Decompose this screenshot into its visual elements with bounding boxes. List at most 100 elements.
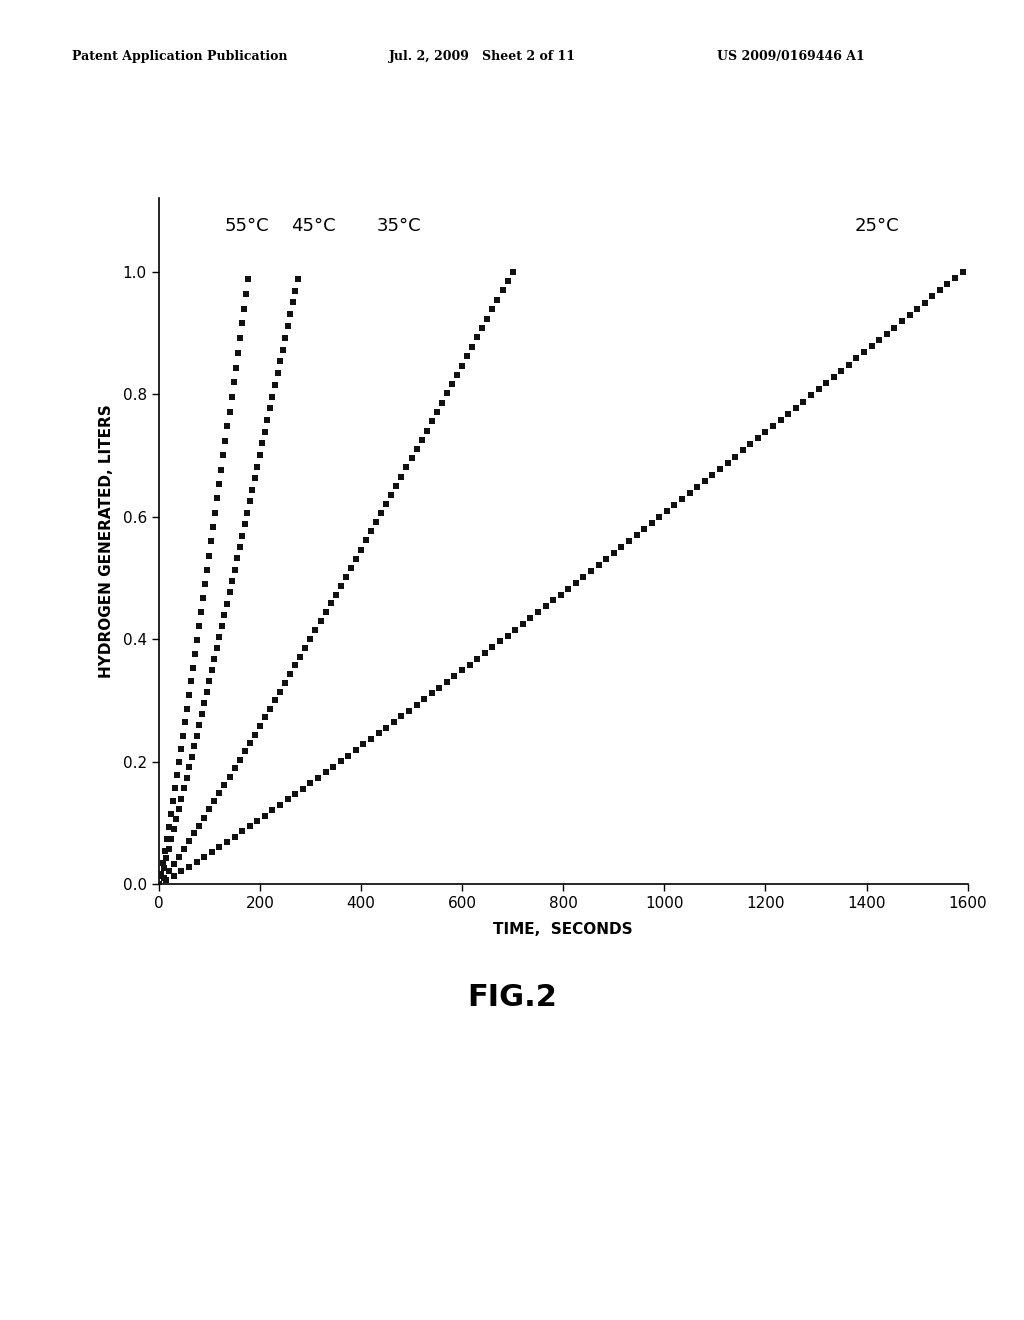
Point: [183, 671, 200, 692]
Point: [803, 385, 819, 407]
Point: [909, 298, 926, 319]
Point: [787, 397, 804, 418]
Point: [201, 799, 217, 820]
Point: [871, 330, 888, 351]
Point: [267, 375, 284, 396]
Point: [166, 818, 182, 840]
Point: [272, 795, 289, 816]
Point: [274, 339, 291, 360]
Point: [187, 643, 204, 664]
Point: [269, 363, 286, 384]
Point: [205, 516, 221, 537]
Point: [153, 863, 169, 884]
Point: [469, 648, 485, 669]
Point: [409, 438, 425, 459]
Point: [414, 429, 430, 450]
Point: [317, 762, 334, 783]
Point: [272, 351, 289, 372]
Point: [651, 507, 668, 528]
Point: [181, 756, 198, 777]
Text: Jul. 2, 2009   Sheet 2 of 11: Jul. 2, 2009 Sheet 2 of 11: [389, 50, 577, 63]
Point: [201, 545, 217, 566]
Point: [257, 805, 273, 826]
Point: [221, 766, 238, 787]
Point: [297, 638, 313, 659]
Point: [201, 671, 217, 692]
Point: [282, 664, 298, 685]
Point: [168, 808, 184, 829]
Text: 45°C: 45°C: [291, 216, 335, 235]
Point: [280, 789, 296, 810]
Point: [894, 310, 910, 331]
Point: [272, 681, 289, 702]
Point: [848, 348, 864, 370]
Point: [189, 630, 206, 651]
Point: [233, 525, 250, 546]
Point: [213, 459, 229, 480]
Point: [348, 548, 365, 569]
Point: [276, 672, 293, 693]
Point: [175, 725, 191, 746]
Point: [161, 838, 177, 859]
Point: [696, 470, 713, 491]
Point: [226, 758, 243, 779]
Point: [252, 715, 268, 737]
Point: [742, 434, 759, 455]
Point: [264, 387, 281, 408]
Point: [178, 767, 195, 788]
Point: [459, 346, 475, 367]
Point: [155, 853, 171, 874]
Point: [239, 502, 255, 523]
Point: [705, 465, 721, 486]
Point: [224, 570, 241, 591]
Point: [244, 479, 260, 500]
Point: [939, 273, 955, 294]
Point: [924, 286, 940, 308]
Point: [249, 455, 265, 477]
Point: [229, 342, 246, 363]
Point: [727, 446, 743, 467]
Point: [333, 576, 349, 597]
Point: [371, 722, 387, 743]
Point: [181, 830, 198, 851]
Point: [621, 531, 637, 552]
Text: 55°C: 55°C: [225, 216, 269, 235]
Point: [167, 777, 183, 799]
Point: [231, 750, 248, 771]
Point: [434, 392, 451, 413]
Point: [479, 308, 496, 329]
Point: [643, 512, 659, 533]
Point: [932, 280, 948, 301]
Point: [462, 655, 478, 676]
Point: [495, 280, 511, 301]
Point: [242, 816, 258, 837]
Point: [166, 854, 182, 875]
Point: [403, 447, 420, 469]
Point: [229, 548, 246, 569]
Point: [734, 440, 751, 461]
Point: [287, 280, 303, 301]
Point: [203, 531, 219, 552]
Point: [181, 857, 198, 878]
Point: [188, 851, 205, 873]
Point: [216, 775, 232, 796]
Point: [343, 557, 359, 578]
Point: [719, 451, 735, 473]
Point: [223, 387, 240, 408]
Point: [575, 566, 592, 587]
Point: [438, 672, 455, 693]
Point: [674, 488, 690, 510]
Point: [257, 708, 273, 729]
Point: [886, 317, 902, 338]
Point: [545, 590, 561, 611]
Point: [259, 409, 275, 430]
Point: [388, 475, 404, 496]
Point: [190, 615, 207, 636]
Point: [151, 874, 167, 895]
Point: [211, 783, 227, 804]
Point: [262, 698, 279, 719]
Point: [292, 645, 308, 667]
Point: [186, 822, 203, 843]
Point: [183, 746, 200, 767]
Point: [325, 756, 341, 777]
